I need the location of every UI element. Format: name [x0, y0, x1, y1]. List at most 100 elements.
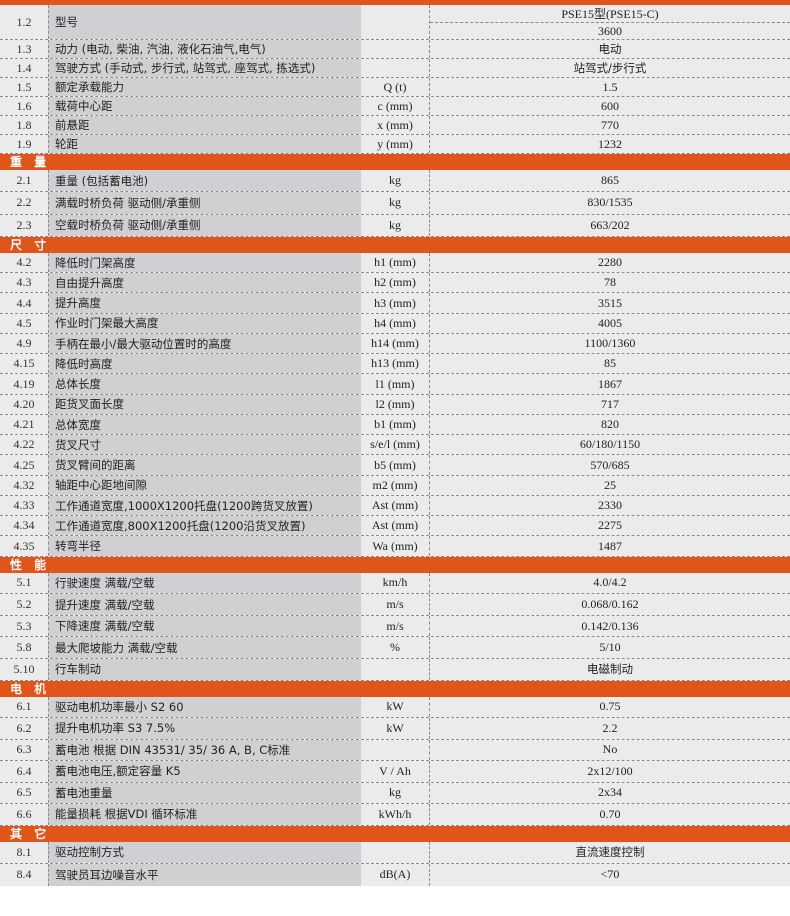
row-number: 4.15: [0, 354, 48, 374]
unit: m/s: [361, 594, 429, 615]
table-row: 4.9 手柄在最小/最大驱动位置时的高度 h14 (mm) 1100/1360: [0, 333, 790, 355]
table-row: 4.15 降低时高度 h13 (mm) 85: [0, 354, 790, 375]
parameter-name: 手柄在最小/最大驱动位置时的高度: [48, 333, 361, 354]
unit: m/s: [361, 615, 429, 637]
spec-table: 1.2 型号 PSE15型(PSE15-C) 3600 1.3 动力 (电动, 柴油, 汽…: [0, 0, 790, 886]
parameter-name: 蓄电池重量: [48, 782, 361, 804]
unit: Wa (mm): [361, 536, 429, 556]
table-row: 4.3 自由提升高度 h2 (mm) 78: [0, 273, 790, 294]
table-row: 4.32 轴距中心距地间隙 m2 (mm) 25: [0, 475, 790, 496]
table-row: 1.4 驾驶方式 (手动式, 步行式, 站驾式, 座驾式, 拣选式) 站驾式/步行式: [0, 59, 790, 78]
table-row: 8.4 驾驶员耳边噪音水平 dB(A) <70: [0, 863, 790, 886]
value: 865: [429, 170, 790, 192]
row-number: 1.3: [0, 40, 48, 58]
table-row: 4.33 工作通道宽度,1000X1200托盘(1200跨货叉放置) Ast (mm…: [0, 495, 790, 517]
unit: V / Ah: [361, 761, 429, 782]
value: 770: [429, 116, 790, 134]
section-header: 尺 寸: [0, 236, 790, 253]
table-row: 8.1 驱动控制方式 直流速度控制: [0, 841, 790, 864]
unit: Q (t): [361, 78, 429, 96]
row-number: 5.3: [0, 615, 48, 637]
table-row: 4.21 总体宽度 b1 (mm) 820: [0, 414, 790, 436]
value: 2275: [429, 516, 790, 536]
table-row: 6.6 能量损耗 根据VDI 循环标准 kWh/h 0.70: [0, 804, 790, 826]
table-row: 6.4 蓄电池电压,额定容量 K5 V / Ah 2x12/100: [0, 761, 790, 783]
table-row: 4.34 工作通道宽度,800X1200托盘(1200沿货叉放置) Ast (mm)…: [0, 516, 790, 537]
section-header: 性 能: [0, 556, 790, 573]
table-row: 5.10 行车制动 电磁制动: [0, 659, 790, 681]
unit: kW: [361, 718, 429, 739]
value: 830/1535: [429, 192, 790, 214]
unit: kW: [361, 696, 429, 718]
row-number: 4.3: [0, 273, 48, 293]
parameter-name: 蓄电池 根据 DIN 43531/ 35/ 36 A, B, C标准: [48, 739, 361, 761]
parameter-name: 满载时桥负荷 驱动侧/承重侧: [48, 192, 361, 214]
table-row: 5.8 最大爬坡能力 满载/空载% 5/10: [0, 637, 790, 660]
unit: Ast (mm): [361, 495, 429, 516]
unit: l2 (mm): [361, 394, 429, 414]
parameter-name: 总体长度: [48, 374, 361, 394]
parameter-name: 前悬距: [48, 116, 361, 134]
row-number: 4.32: [0, 475, 48, 495]
value: 直流速度控制: [429, 841, 790, 863]
unit: [361, 5, 429, 39]
row-number: 4.9: [0, 333, 48, 354]
section-header: 重 量: [0, 154, 790, 170]
parameter-name: 自由提升高度: [48, 273, 361, 293]
table-row: 4.22 货叉尺寸 s/e/l (mm) 60/180/1150: [0, 435, 790, 456]
unit: h1 (mm): [361, 252, 429, 273]
unit: [361, 841, 429, 863]
parameter-name: 作业时门架最大高度: [48, 313, 361, 333]
parameter-name: 能量损耗 根据VDI 循环标准: [48, 804, 361, 825]
table-row: 1.8 前悬距 x (mm) 770: [0, 116, 790, 135]
table-row: 4.25 货叉臂间的距离 b5 (mm) 570/685: [0, 455, 790, 476]
parameter-name: 总体宽度: [48, 414, 361, 435]
parameter-name: 轮距: [48, 135, 361, 153]
table-row: 5.1 行驶速度 满载/空载 km/h 4.0/4.2: [0, 572, 790, 595]
row-number: 5.10: [0, 659, 48, 680]
unit: h2 (mm): [361, 273, 429, 293]
parameter-name: 降低时门架高度: [48, 252, 361, 273]
parameter-name: 额定承载能力: [48, 78, 361, 96]
unit: kg: [361, 170, 429, 192]
unit: dB(A): [361, 863, 429, 886]
row-number: 4.35: [0, 536, 48, 556]
row-number: 4.4: [0, 293, 48, 313]
table-row: 4.20 距货叉面长度 l2 (mm) 717: [0, 394, 790, 415]
value: 570/685: [429, 455, 790, 475]
row-number: 4.2: [0, 252, 48, 273]
parameter-name: 工作通道宽度,800X1200托盘(1200沿货叉放置): [48, 516, 361, 536]
row-number: 4.19: [0, 374, 48, 394]
value: 60/180/1150: [429, 435, 790, 455]
unit: b1 (mm): [361, 414, 429, 435]
parameter-name: 转弯半径: [48, 536, 361, 556]
value: 85: [429, 354, 790, 374]
table-row: 4.2 降低时门架高度 h1 (mm) 2280: [0, 252, 790, 274]
value: 2330: [429, 495, 790, 516]
row-number: 1.4: [0, 59, 48, 77]
unit: kWh/h: [361, 804, 429, 825]
table-row: 6.3 蓄电池 根据 DIN 43531/ 35/ 36 A, B, C标准 No: [0, 739, 790, 762]
row-number: 6.5: [0, 782, 48, 804]
value: No: [429, 739, 790, 761]
value: 2.2: [429, 718, 790, 739]
row-number: 5.2: [0, 594, 48, 615]
parameter-name: 距货叉面长度: [48, 394, 361, 414]
row-number: 4.25: [0, 455, 48, 475]
parameter-name: 动力 (电动, 柴油, 汽油, 液化石油气,电气): [48, 40, 361, 58]
value: PSE15型(PSE15-C): [561, 7, 659, 21]
row-number: 1.9: [0, 135, 48, 153]
row-number: 2.2: [0, 192, 48, 214]
table-row: 1.2 型号 PSE15型(PSE15-C) 3600: [0, 5, 790, 40]
section-header: 电 机: [0, 680, 790, 697]
parameter-name: 提升电机功率 S3 7.5%: [48, 718, 361, 739]
unit: Ast (mm): [361, 516, 429, 536]
unit: [361, 59, 429, 77]
parameter-name: 提升速度 满载/空载: [48, 594, 361, 615]
row-number: 1.5: [0, 78, 48, 96]
value: 站驾式/步行式: [429, 59, 790, 77]
parameter-name: 载荷中心距: [48, 97, 361, 115]
parameter-name: 驱动控制方式: [48, 841, 361, 863]
parameter-name: 轴距中心距地间隙: [48, 475, 361, 495]
row-number: 4.5: [0, 313, 48, 333]
